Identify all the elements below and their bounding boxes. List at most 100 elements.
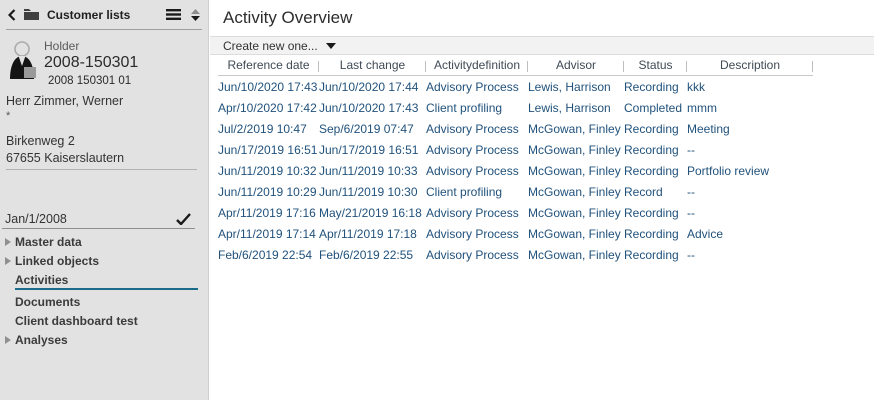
sidebar-item-label: Client dashboard test: [15, 313, 138, 328]
toolbar: Create new one...: [210, 36, 874, 55]
sidebar-item-documents[interactable]: Documents: [0, 292, 209, 311]
table-cell: Lewis, Harrison: [528, 100, 611, 115]
table-cell: Feb/6/2019 22:55: [319, 247, 414, 262]
menu-icon[interactable]: [166, 9, 181, 20]
page-title: Activity Overview: [223, 8, 353, 27]
sidebar-header: Customer lists: [0, 0, 208, 29]
table-cell: --: [687, 184, 695, 199]
sidebar-item-activities[interactable]: Activities: [0, 270, 209, 290]
customer-address-line2: 67655 Kaiserslautern: [6, 151, 125, 165]
table-cell: Apr/11/2019 17:14: [218, 226, 316, 241]
table-cell: Advisory Process: [426, 163, 519, 178]
table-cell: Advice: [687, 226, 724, 241]
sidebar-item-linked-objects[interactable]: Linked objects: [0, 251, 209, 270]
sidebar-item-label: Activities: [15, 272, 69, 287]
check-icon[interactable]: [176, 212, 191, 225]
table-cell: kkk: [687, 79, 705, 94]
create-new-label: Create new one...: [223, 38, 318, 53]
folder-icon: [23, 8, 40, 21]
sidebar-title: Customer lists: [47, 7, 131, 22]
table-cell: Meeting: [687, 121, 730, 136]
table-cell: McGowan, Finley: [528, 163, 621, 178]
nav-expand-caret-icon[interactable]: [5, 256, 15, 265]
table-cell: Advisory Process: [426, 79, 519, 94]
holder-label: Holder: [44, 39, 80, 53]
table-row[interactable]: Apr/11/2019 17:14 Apr/11/2019 17:18 Adviso…: [218, 223, 813, 244]
table-row[interactable]: Jun/11/2019 10:29 Jun/11/2019 10:30 Client…: [218, 181, 813, 202]
table-row[interactable]: Jun/11/2019 10:32 Jun/11/2019 10:33 Adviso…: [218, 160, 813, 181]
table-row[interactable]: Feb/6/2019 22:54 Feb/6/2019 22:55 Advisory…: [218, 244, 813, 265]
table-cell: Recording: [624, 163, 679, 178]
table-cell: Client profiling: [426, 184, 503, 199]
customer-asterisk: *: [6, 110, 11, 122]
table-cell: Apr/11/2019 17:18: [319, 226, 417, 241]
table-row[interactable]: Apr/11/2019 17:16 May/21/2019 16:18 Adviso…: [218, 202, 813, 223]
customer-subnumber: 2008 150301 01: [48, 75, 132, 87]
sidebar-item-label: Master data: [15, 234, 82, 249]
sidebar-item-client-dashboard-test[interactable]: Client dashboard test: [0, 311, 209, 330]
table-cell: Feb/6/2019 22:54: [218, 247, 313, 262]
table-row[interactable]: Jun/17/2019 16:51 Jun/17/2019 16:51 Adviso…: [218, 139, 813, 160]
table-cell: Apr/10/2020 17:42: [218, 100, 317, 115]
table-body: Jun/10/2020 17:43 Jun/10/2020 17:44 Adviso…: [218, 76, 813, 265]
column-header[interactable]: Last change: [319, 55, 426, 76]
table-cell: Jun/11/2019 10:29: [218, 184, 317, 199]
table-cell: --: [687, 205, 695, 220]
table-cell: May/21/2019 16:18: [319, 205, 422, 220]
table-cell: Client profiling: [426, 100, 503, 115]
caret-down-icon: [325, 42, 336, 49]
table-cell: Recording: [624, 205, 679, 220]
column-header[interactable]: Description: [687, 55, 813, 76]
table-cell: Completed: [624, 100, 683, 115]
customer-address-line1: Birkenweg 2: [6, 134, 75, 148]
table-cell: Advisory Process: [426, 226, 519, 241]
table-cell: Recording: [624, 247, 679, 262]
table-cell: Lewis, Harrison: [528, 79, 611, 94]
reference-date-field[interactable]: Jan/1/2008: [2, 209, 195, 229]
table-cell: Jun/10/2020 17:43: [218, 79, 318, 94]
table-cell: Record: [624, 184, 663, 199]
table-cell: Jun/11/2019 10:32: [218, 163, 317, 178]
sidebar-item-label: Analyses: [15, 332, 68, 347]
table-cell: Advisory Process: [426, 247, 519, 262]
customer-avatar-icon: [8, 41, 38, 79]
nav-expand-caret-icon[interactable]: [5, 335, 15, 344]
nav-expand-caret-icon[interactable]: [5, 237, 15, 246]
table-cell: Advisory Process: [426, 142, 519, 157]
address-divider: [6, 169, 197, 170]
column-header[interactable]: Activitydefinition: [426, 55, 528, 76]
table-cell: Jul/2/2019 10:47: [218, 121, 307, 136]
table-cell: --: [687, 142, 695, 157]
sidebar-item-master-data[interactable]: Master data: [0, 232, 209, 251]
main-panel: Activity Overview Create new one... Refe…: [210, 0, 874, 400]
table-cell: Recording: [624, 79, 679, 94]
table-cell: Apr/11/2019 17:16: [218, 205, 316, 220]
table-cell: McGowan, Finley: [528, 205, 621, 220]
column-header[interactable]: Reference date: [218, 55, 319, 76]
table-cell: McGowan, Finley: [528, 142, 621, 157]
table-cell: --: [687, 247, 695, 262]
table-cell: mmm: [687, 100, 717, 115]
table-row[interactable]: Jun/10/2020 17:43 Jun/10/2020 17:44 Adviso…: [218, 76, 813, 97]
reference-date-value: Jan/1/2008: [5, 211, 67, 226]
sidebar-item-label: Documents: [15, 294, 81, 309]
sidebar-item-label: Linked objects: [15, 253, 100, 268]
sidebar-item-analyses[interactable]: Analyses: [0, 330, 209, 349]
create-new-button[interactable]: Create new one...: [223, 39, 336, 53]
table-cell: Recording: [624, 226, 679, 241]
table-row[interactable]: Apr/10/2020 17:42 Jun/10/2020 17:43 Client…: [218, 97, 813, 118]
column-header[interactable]: Status: [624, 55, 687, 76]
table-row[interactable]: Jul/2/2019 10:47 Sep/6/2019 07:47 Advisory…: [218, 118, 813, 139]
activities-table: Reference date Last change Activitydefinit…: [218, 55, 813, 265]
table-cell: Jun/17/2019 16:51: [319, 142, 419, 157]
table-cell: Sep/6/2019 07:47: [319, 121, 414, 136]
back-icon[interactable]: [8, 8, 16, 21]
table-cell: McGowan, Finley: [528, 247, 621, 262]
column-header[interactable]: Advisor: [528, 55, 624, 76]
table-header-row: Reference date Last change Activitydefinit…: [218, 55, 813, 76]
table-cell: McGowan, Finley: [528, 184, 621, 199]
table-cell: Portfolio review: [687, 163, 770, 178]
sort-icon[interactable]: [191, 8, 200, 21]
table-cell: Jun/11/2019 10:33: [319, 163, 418, 178]
sidebar-nav: Master data Linked objects Activities Do…: [0, 232, 209, 349]
